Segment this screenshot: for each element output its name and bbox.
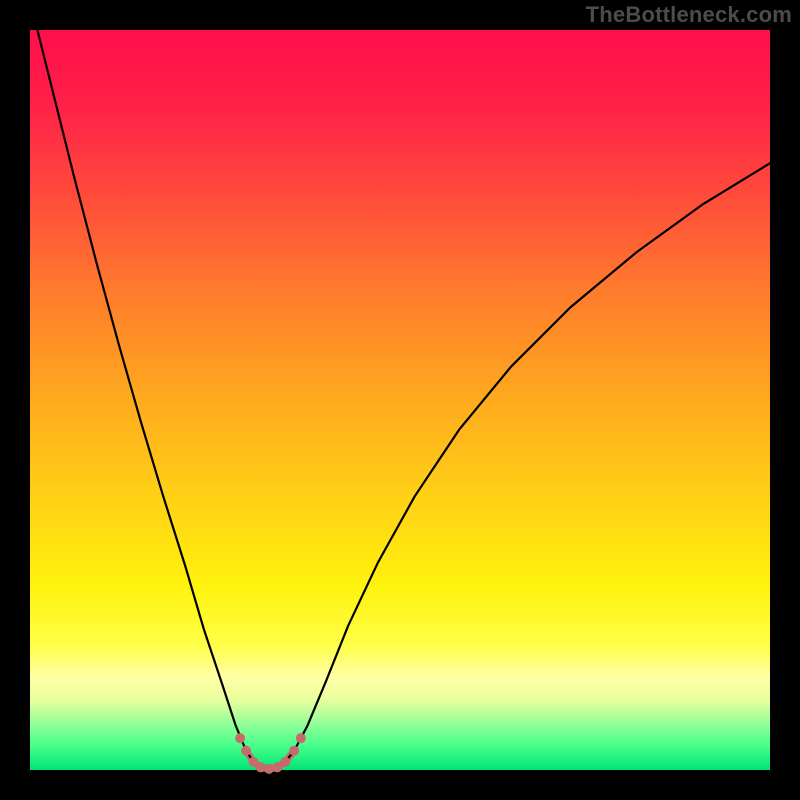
dip-dot — [280, 757, 290, 767]
dip-dot — [296, 733, 306, 743]
watermark-label: TheBottleneck.com — [586, 2, 792, 28]
dip-dot — [241, 746, 251, 756]
dip-dot — [235, 733, 245, 743]
chart-canvas: TheBottleneck.com — [0, 0, 800, 800]
dip-dot — [289, 746, 299, 756]
bottleneck-chart-svg — [0, 0, 800, 800]
plot-background-gradient — [30, 30, 770, 770]
dip-dot — [272, 762, 282, 772]
